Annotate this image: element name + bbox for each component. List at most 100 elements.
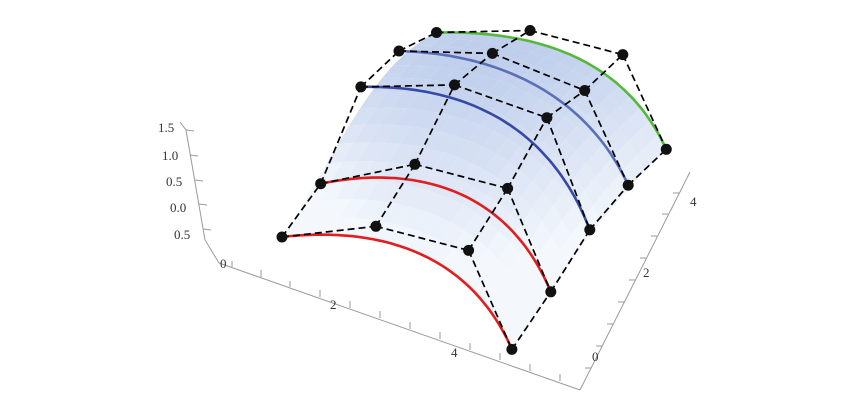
- surface-patch: [495, 138, 520, 162]
- x-tick-label: 2: [330, 297, 337, 312]
- control-point: [579, 85, 591, 96]
- surface-patch: [429, 240, 453, 266]
- surface-patch: [297, 217, 325, 236]
- z-tick-label: 0.0: [170, 200, 186, 215]
- surface-patch: [510, 197, 532, 225]
- surface-patch: [413, 211, 439, 235]
- surface-patch: [598, 95, 620, 117]
- control-net-edge: [584, 53, 624, 92]
- surface-patch: [584, 177, 604, 206]
- surface-patch: [565, 127, 587, 151]
- surface-patch: [521, 181, 543, 209]
- surface-patch: [597, 76, 620, 96]
- surface-patch: [476, 42, 503, 53]
- surface-patch: [371, 77, 398, 93]
- z-axis: [179, 121, 220, 264]
- surface-patch: [548, 63, 573, 79]
- surface-patch: [508, 254, 530, 286]
- surface-patch: [491, 97, 516, 118]
- surface-patch: [415, 234, 441, 259]
- surface-patch: [326, 142, 354, 164]
- control-net-edge: [491, 29, 531, 55]
- control-point: [541, 112, 553, 124]
- surface-patch: [559, 235, 579, 268]
- surface-patch: [456, 32, 483, 41]
- surface-patch: [308, 199, 336, 219]
- surface-patch: [282, 218, 309, 237]
- surface-patch: [629, 107, 650, 131]
- surface-patch: [369, 124, 396, 143]
- surface-patch: [482, 131, 507, 154]
- surface-patch: [537, 71, 562, 89]
- surface-patch: [362, 161, 389, 181]
- control-net-edge: [627, 148, 667, 186]
- surface-patch: [554, 163, 576, 191]
- surface-patch: [328, 217, 355, 236]
- control-point: [622, 179, 634, 191]
- x-axis: [218, 262, 581, 391]
- z-tick: [198, 203, 208, 206]
- surface-patch: [506, 285, 527, 317]
- surface-patch: [519, 132, 543, 156]
- control-net-edge: [319, 86, 362, 185]
- surface-patch: [364, 107, 392, 125]
- control-net-edge: [550, 229, 591, 293]
- control-point: [584, 224, 596, 236]
- surface-patch: [331, 161, 358, 182]
- surface-patch: [355, 199, 382, 220]
- surface-patch: [357, 142, 385, 162]
- surface-patch: [518, 268, 538, 300]
- z-tick-label: 0.5: [174, 227, 190, 242]
- y-axis: [579, 171, 691, 391]
- surface-patch: [458, 140, 483, 163]
- surface-patch: [636, 144, 656, 171]
- surface-patch: [497, 161, 521, 187]
- surface-patch: [427, 216, 452, 241]
- control-net-edge: [506, 117, 548, 189]
- surface-patch: [461, 40, 488, 51]
- surface-patch: [410, 188, 436, 211]
- surface-patch: [608, 106, 630, 129]
- surface-patch: [342, 142, 369, 162]
- z-tick-label: 1.5: [158, 120, 174, 135]
- surface-patch: [614, 167, 634, 196]
- surface-patch: [319, 180, 347, 201]
- surface-patch: [406, 93, 433, 110]
- control-net-edge: [375, 163, 416, 227]
- surface-patch: [541, 107, 565, 129]
- surface-patch: [370, 201, 396, 222]
- surface-patch: [586, 150, 607, 178]
- surface-patch: [515, 92, 540, 112]
- surface-patch: [617, 141, 637, 167]
- surface-patch: [360, 91, 387, 109]
- control-point: [355, 81, 367, 93]
- surface-patch: [388, 225, 414, 247]
- surface-patch: [430, 38, 457, 47]
- surface-patch: [518, 111, 542, 133]
- surface-patch: [619, 96, 641, 118]
- surface-patch: [480, 52, 507, 66]
- surface-patch: [428, 67, 455, 82]
- surface-patch: [373, 221, 400, 243]
- surface-patch: [508, 146, 532, 171]
- surface-patch: [449, 180, 474, 205]
- surface-patch: [441, 248, 466, 274]
- bezier-curve: [319, 176, 553, 294]
- surface-patch: [576, 138, 598, 164]
- surface-patch: [343, 218, 371, 237]
- surface-patch: [402, 229, 428, 253]
- surface-patch: [486, 177, 510, 204]
- control-point: [449, 79, 460, 91]
- surface-patch: [488, 80, 514, 98]
- control-point: [486, 47, 498, 59]
- surface-patch: [510, 60, 535, 76]
- control-net-edge: [506, 188, 552, 293]
- surface-patch: [515, 300, 535, 333]
- control-point: [315, 178, 327, 190]
- surface-patch: [480, 110, 505, 132]
- surface-patch: [628, 130, 648, 156]
- surface-patch: [437, 97, 463, 116]
- surface-patch: [403, 145, 430, 167]
- z-tick: [189, 154, 199, 157]
- surface-patch: [421, 170, 447, 193]
